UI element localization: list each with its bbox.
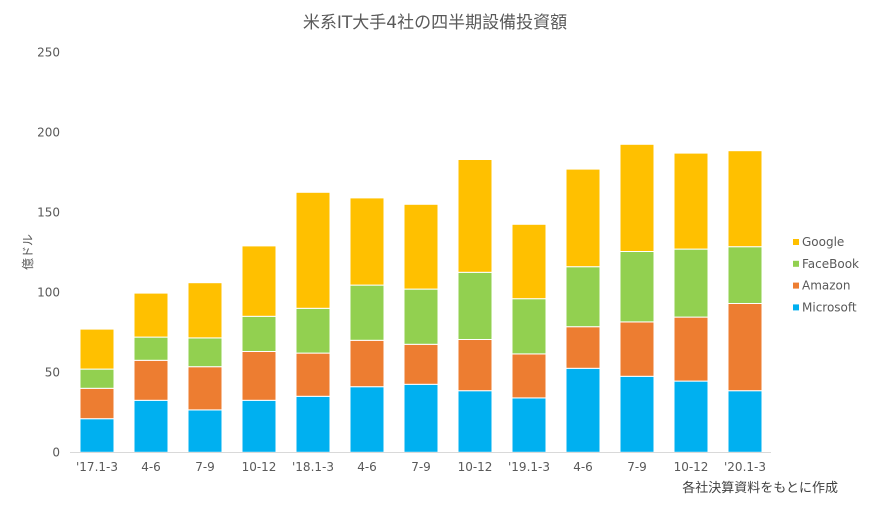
bar-facebook-7 — [457, 271, 493, 340]
x-tick-label: 7-9 — [411, 460, 431, 474]
bar-google-10 — [619, 143, 655, 252]
y-tick-label: 100 — [37, 285, 60, 299]
y-tick-label: 250 — [37, 45, 60, 59]
x-tick-label: 10-12 — [458, 460, 493, 474]
bar-facebook-12 — [727, 246, 763, 304]
bar-facebook-0 — [79, 368, 115, 389]
bar-amazon-11 — [673, 316, 709, 382]
x-tick-label: 7-9 — [627, 460, 647, 474]
bar-google-5 — [349, 197, 385, 286]
bar-google-11 — [673, 152, 709, 250]
bar-microsoft-9 — [565, 367, 601, 453]
bar-amazon-12 — [727, 303, 763, 392]
legend-swatch-facebook — [793, 260, 799, 267]
bar-facebook-2 — [187, 337, 223, 368]
bar-amazon-7 — [457, 339, 493, 392]
bar-facebook-11 — [673, 248, 709, 318]
bar-google-4 — [295, 191, 331, 309]
bar-microsoft-8 — [511, 397, 547, 453]
bar-google-7 — [457, 159, 493, 273]
bar-google-8 — [511, 223, 547, 300]
bar-amazon-5 — [349, 339, 385, 388]
bar-facebook-3 — [241, 315, 277, 352]
bar-google-12 — [727, 150, 763, 248]
bar-microsoft-3 — [241, 399, 277, 453]
x-tick-label: 4-6 — [573, 460, 593, 474]
bar-amazon-8 — [511, 353, 547, 399]
y-axis-label: 億ドル — [21, 234, 35, 270]
y-tick-label: 0 — [52, 445, 60, 459]
bar-facebook-6 — [403, 288, 439, 345]
bar-amazon-9 — [565, 326, 601, 369]
x-tick-label: '17.1-3 — [76, 460, 118, 474]
bar-google-2 — [187, 282, 223, 339]
y-tick-label: 50 — [45, 365, 60, 379]
bar-microsoft-11 — [673, 380, 709, 453]
x-tick-label: '18.1-3 — [292, 460, 334, 474]
legend-label-microsoft: Microsoft — [802, 300, 857, 314]
bar-microsoft-6 — [403, 383, 439, 453]
x-tick-label: 4-6 — [357, 460, 377, 474]
bar-amazon-0 — [79, 387, 115, 420]
bar-facebook-4 — [295, 307, 331, 354]
legend-swatch-amazon — [793, 282, 799, 289]
bar-amazon-6 — [403, 343, 439, 385]
bar-microsoft-5 — [349, 386, 385, 453]
bar-microsoft-1 — [133, 399, 169, 453]
x-tick-label: 4-6 — [141, 460, 161, 474]
bar-facebook-5 — [349, 284, 385, 341]
y-tick-label: 150 — [37, 205, 60, 219]
bar-google-1 — [133, 292, 169, 338]
bar-amazon-10 — [619, 321, 655, 377]
bar-microsoft-7 — [457, 390, 493, 453]
legend-label-amazon: Amazon — [802, 279, 851, 293]
bar-amazon-4 — [295, 352, 331, 397]
y-tick-label: 200 — [37, 125, 60, 139]
bar-microsoft-4 — [295, 395, 331, 453]
bar-google-0 — [79, 328, 115, 370]
bar-facebook-8 — [511, 298, 547, 355]
x-tick-label: 10-12 — [242, 460, 277, 474]
bar-microsoft-2 — [187, 409, 223, 453]
legend-swatch-google — [793, 239, 799, 245]
bar-amazon-2 — [187, 366, 223, 411]
bar-google-3 — [241, 245, 277, 317]
source-note: 各社決算資料をもとに作成 — [682, 480, 838, 496]
bar-amazon-1 — [133, 359, 169, 401]
bar-microsoft-10 — [619, 375, 655, 453]
bar-facebook-1 — [133, 336, 169, 361]
x-tick-label: '20.1-3 — [724, 460, 766, 474]
bar-google-9 — [565, 168, 601, 268]
legend-label-google: Google — [802, 235, 844, 249]
x-tick-label: '19.1-3 — [508, 460, 550, 474]
x-tick-label: 7-9 — [195, 460, 215, 474]
bar-amazon-3 — [241, 351, 277, 401]
legend-swatch-microsoft — [793, 304, 799, 311]
x-tick-label: 10-12 — [674, 460, 709, 474]
bar-google-6 — [403, 203, 439, 290]
bar-microsoft-12 — [727, 390, 763, 453]
bar-microsoft-0 — [79, 418, 115, 453]
legend-label-facebook: FaceBook — [802, 257, 859, 271]
chart-title: 米系IT大手4社の四半期設備投資額 — [303, 13, 567, 33]
bar-facebook-9 — [565, 266, 601, 328]
bar-facebook-10 — [619, 251, 655, 323]
